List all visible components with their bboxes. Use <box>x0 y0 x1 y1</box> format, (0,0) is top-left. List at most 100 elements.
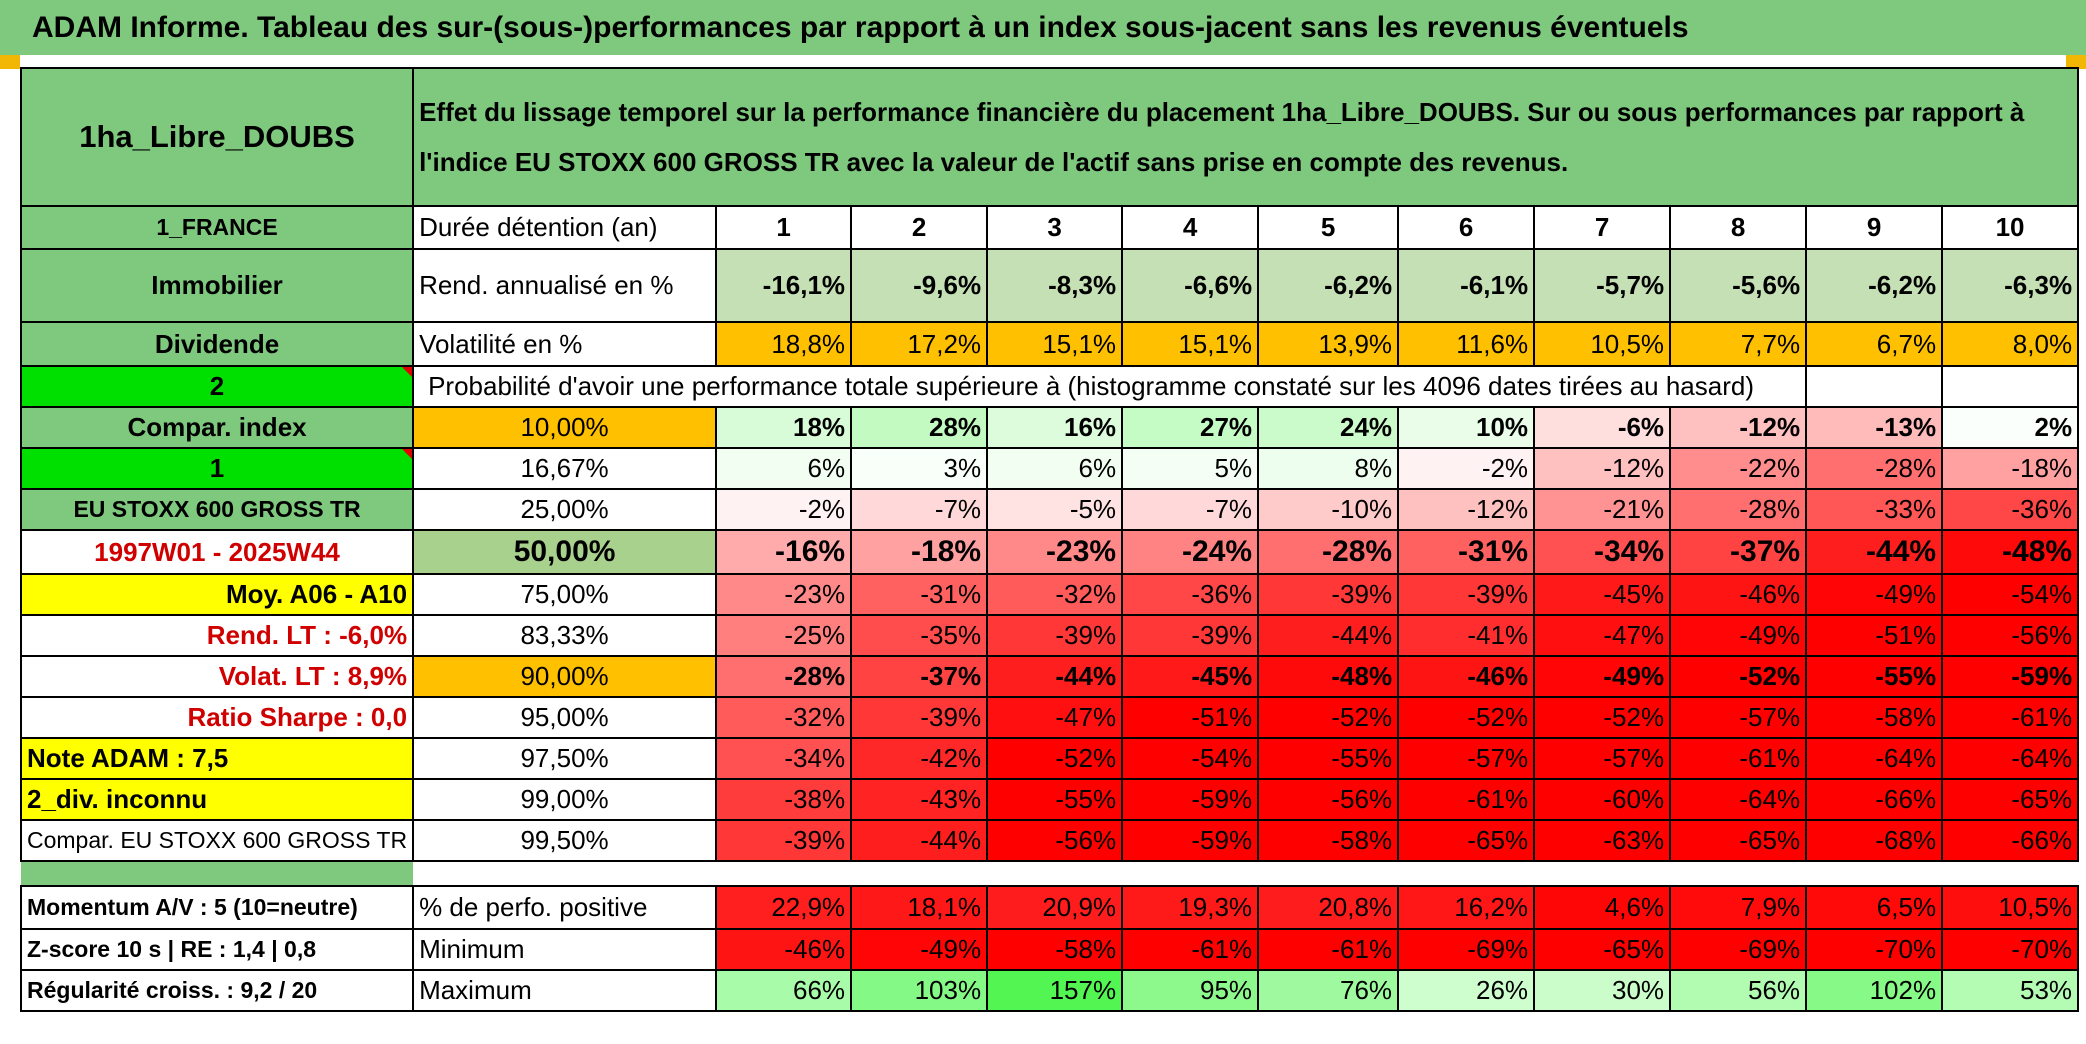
summary-value-positive: 4,6% <box>1533 885 1672 930</box>
summary-value-maximum: 66% <box>715 969 853 1012</box>
volat-label: Volatilité en % <box>412 321 718 367</box>
quantile-value: -37% <box>1669 529 1808 575</box>
summary-row: Z-score 10 s | RE : 1,4 | 0,8 Minimum -46%… <box>19 928 2080 971</box>
quantile-value: -52% <box>986 737 1124 780</box>
spacer-row <box>21 860 2079 887</box>
quantile-value: -12% <box>1397 488 1536 531</box>
summary-value-maximum: 103% <box>850 969 989 1012</box>
quantile-value: -41% <box>1397 614 1536 657</box>
quantile-value: -28% <box>1669 488 1808 531</box>
year-header: 4 <box>1121 205 1260 250</box>
quantile-value: -21% <box>1533 488 1672 531</box>
summary-value-minimum: -69% <box>1669 928 1808 971</box>
summary-value-maximum: 30% <box>1533 969 1672 1012</box>
quantile-label: 95,00% <box>412 696 718 739</box>
quantile-value: -66% <box>1941 819 2080 862</box>
quantile-value: -39% <box>850 696 989 739</box>
quantile-value: -63% <box>1533 819 1672 862</box>
quantile-value: -37% <box>850 655 989 698</box>
quantile-value: -51% <box>1121 696 1260 739</box>
quantile-value: -61% <box>1941 696 2080 739</box>
quantile-label: 90,00% <box>412 655 718 698</box>
quantile-value: -28% <box>1805 447 1944 490</box>
quantile-value: -59% <box>1121 819 1260 862</box>
year-header: 6 <box>1397 205 1536 250</box>
quantile-value: -46% <box>1669 573 1808 616</box>
quantile-row: 2_div. inconnu 99,00% -38% -43% -55% -59% -56%… <box>19 778 2080 821</box>
quantile-value: -47% <box>986 696 1124 739</box>
left-label-sharpe: Ratio Sharpe : 0,0 <box>19 696 415 739</box>
report-title: ADAM Informe. Tableau des sur-(sous-)per… <box>0 0 2086 55</box>
quantile-value: -47% <box>1533 614 1672 657</box>
quantile-value: -64% <box>1805 737 1944 780</box>
left-label-index-name: EU STOXX 600 GROSS TR <box>19 488 415 531</box>
year-header: 7 <box>1533 205 1672 250</box>
year-header: 1 <box>715 205 853 250</box>
quantile-value: -5% <box>986 488 1124 531</box>
summary-value-minimum: -65% <box>1533 928 1672 971</box>
quantile-value: -39% <box>986 614 1124 657</box>
empty-cell <box>1805 365 1944 408</box>
quantile-value: -54% <box>1121 737 1260 780</box>
rend-value: -9,6% <box>850 248 989 323</box>
value-2-cell: 2 <box>19 365 415 408</box>
quantile-value: -39% <box>1121 614 1260 657</box>
quantile-value: -49% <box>1533 655 1672 698</box>
quantile-value: -56% <box>986 819 1124 862</box>
quantile-value: 18% <box>715 406 853 449</box>
type-label: Dividende <box>19 321 415 367</box>
quantile-value: -7% <box>1121 488 1260 531</box>
quantile-value: -57% <box>1533 737 1672 780</box>
quantile-value: -52% <box>1257 696 1400 739</box>
quantile-value: 16% <box>986 406 1124 449</box>
rend-value: -5,7% <box>1533 248 1672 323</box>
quantile-value: -28% <box>715 655 853 698</box>
summary-left-zscore: Z-score 10 s | RE : 1,4 | 0,8 <box>19 928 415 971</box>
quantile-value: -61% <box>1669 737 1808 780</box>
volat-value: 15,1% <box>986 321 1124 367</box>
quantile-value: 24% <box>1257 406 1400 449</box>
rend-value: -6,2% <box>1805 248 1944 323</box>
quantile-value: -55% <box>1257 737 1400 780</box>
summary-row: Régularité croiss. : 9,2 / 20 Maximum 66% 1… <box>19 969 2080 1012</box>
year-header: 9 <box>1805 205 1944 250</box>
summary-value-positive: 7,9% <box>1669 885 1808 930</box>
corner-marker <box>2066 55 2086 69</box>
rend-label: Rend. annualisé en % <box>412 248 718 323</box>
quantile-value: 8% <box>1257 447 1400 490</box>
quantile-row: EU STOXX 600 GROSS TR 25,00% -2% -7% -5% -7% -… <box>19 488 2080 531</box>
quantile-value: -22% <box>1669 447 1808 490</box>
quantile-value: -59% <box>1941 655 2080 698</box>
rend-value: -6,6% <box>1121 248 1260 323</box>
quantile-value: -33% <box>1805 488 1944 531</box>
performance-table: 1ha_Libre_DOUBS Effet du lissage tempore… <box>19 67 2080 1012</box>
quantile-row: Compar. index 10,00% 18% 28% 16% 27% 24% 10% -6%… <box>19 406 2080 449</box>
summary-label-positive: % de perfo. positive <box>412 885 718 930</box>
quantile-value: -54% <box>1941 573 2080 616</box>
summary-value-maximum: 56% <box>1669 969 1808 1012</box>
quantile-value: -51% <box>1805 614 1944 657</box>
quantile-label: 75,00% <box>412 573 718 616</box>
quantile-row: Moy. A06 - A10 75,00% -23% -31% -32% -36% -39%… <box>19 573 2080 616</box>
quantile-value: -31% <box>1397 529 1536 575</box>
volat-value: 8,0% <box>1941 321 2080 367</box>
quantile-row: Rend. LT : -6,0% 83,33% -25% -35% -39% -39% -4… <box>19 614 2080 657</box>
description-text: Effet du lissage temporel sur la perform… <box>412 67 2080 207</box>
empty-cell <box>1941 365 2080 408</box>
quantile-value: -24% <box>1121 529 1260 575</box>
corner-marker <box>0 55 20 69</box>
quantile-value: -56% <box>1941 614 2080 657</box>
quantile-value: -12% <box>1533 447 1672 490</box>
quantile-value: -35% <box>850 614 989 657</box>
quantile-row: Note ADAM : 7,5 97,50% -34% -42% -52% -54% -55… <box>19 737 2080 780</box>
summary-value-maximum: 53% <box>1941 969 2080 1012</box>
quantile-value: -13% <box>1805 406 1944 449</box>
quantile-value: -52% <box>1669 655 1808 698</box>
rend-value: -8,3% <box>986 248 1124 323</box>
summary-left-regularite: Régularité croiss. : 9,2 / 20 <box>19 969 415 1012</box>
summary-value-positive: 16,2% <box>1397 885 1536 930</box>
quantile-value: -39% <box>1257 573 1400 616</box>
quantile-value: 27% <box>1121 406 1260 449</box>
volat-value: 7,7% <box>1669 321 1808 367</box>
summary-value-minimum: -70% <box>1805 928 1944 971</box>
